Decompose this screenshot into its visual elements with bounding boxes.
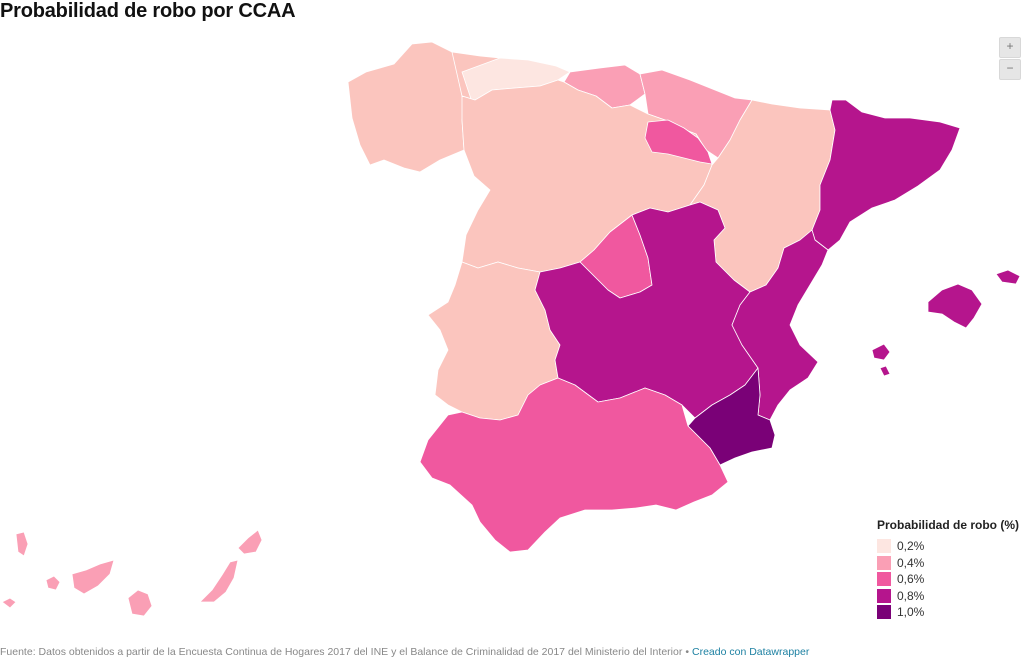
region-canarias-tenerife[interactable] [71,559,115,595]
region-galicia[interactable] [347,41,469,173]
region-murcia[interactable] [687,367,776,466]
legend-label: 0,2% [897,539,925,554]
footer-separator: • [685,646,690,658]
legend-item: 0,6% [877,571,1019,588]
legend-title: Probabilidad de robo (%) [877,518,1020,532]
region-baleares-menorca[interactable] [995,269,1021,285]
region-valencia[interactable] [731,229,829,421]
zoom-in-button[interactable]: + [999,37,1021,58]
datawrapper-credit-link[interactable]: Creado con Datawrapper [692,646,810,658]
region-canarias-gran-canaria[interactable] [127,589,153,617]
footer: Fuente: Datos obtenidos a partir de la E… [0,646,809,658]
chart-title: Probabilidad de robo por CCAA [0,0,296,22]
region-canarias-el-hierro[interactable] [1,597,17,609]
legend-swatch [877,555,891,570]
legend-swatch [877,588,891,603]
legend-label: 0,8% [897,588,925,603]
legend-item: 0,2% [877,538,1019,555]
region-baleares-formentera[interactable] [879,365,891,377]
region-canarias-fuerteventura[interactable] [199,559,239,603]
legend-label: 0,6% [897,572,925,587]
legend-swatch [877,539,891,554]
legend-label: 1,0% [897,605,925,620]
legend-label: 0,4% [897,555,925,570]
region-andalucia[interactable] [419,377,729,553]
region-la-rioja[interactable] [644,119,713,165]
legend-swatch [877,572,891,587]
region-canarias-lanzarote[interactable] [237,529,263,555]
region-canarias-la-gomera[interactable] [45,575,61,591]
region-baleares-mallorca[interactable] [927,283,983,329]
legend-item: 0,8% [877,588,1019,605]
legend-item: 1,0% [877,604,1019,621]
legend-swatch [877,605,891,620]
region-cataluna[interactable] [811,99,961,251]
zoom-out-button[interactable]: − [999,59,1021,80]
source-note: Fuente: Datos obtenidos a partir de la E… [0,646,683,658]
legend-item: 0,4% [877,555,1019,572]
region-baleares-ibiza[interactable] [871,343,891,361]
legend: Probabilidad de robo (%) 0,2% 0,4% 0,6% … [877,518,1019,621]
region-canarias-la-palma[interactable] [15,531,29,557]
